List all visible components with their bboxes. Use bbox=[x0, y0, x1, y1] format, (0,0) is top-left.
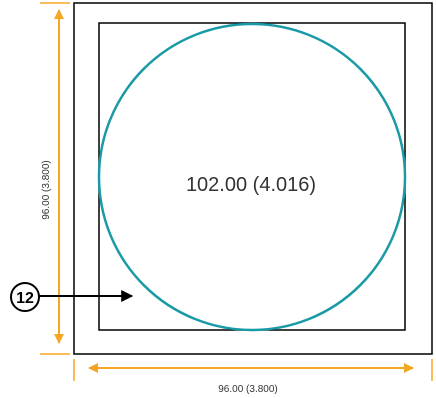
circle-diameter-label: 102.00 (4.016) bbox=[186, 174, 316, 196]
circle-outline bbox=[97, 22, 407, 332]
callout-number: 12 bbox=[16, 290, 34, 307]
width-dimension-label: 96.00 (3.800) bbox=[218, 384, 278, 395]
outer-frame bbox=[73, 2, 433, 355]
height-dimension-label: 96.00 (3.800) bbox=[41, 160, 52, 220]
